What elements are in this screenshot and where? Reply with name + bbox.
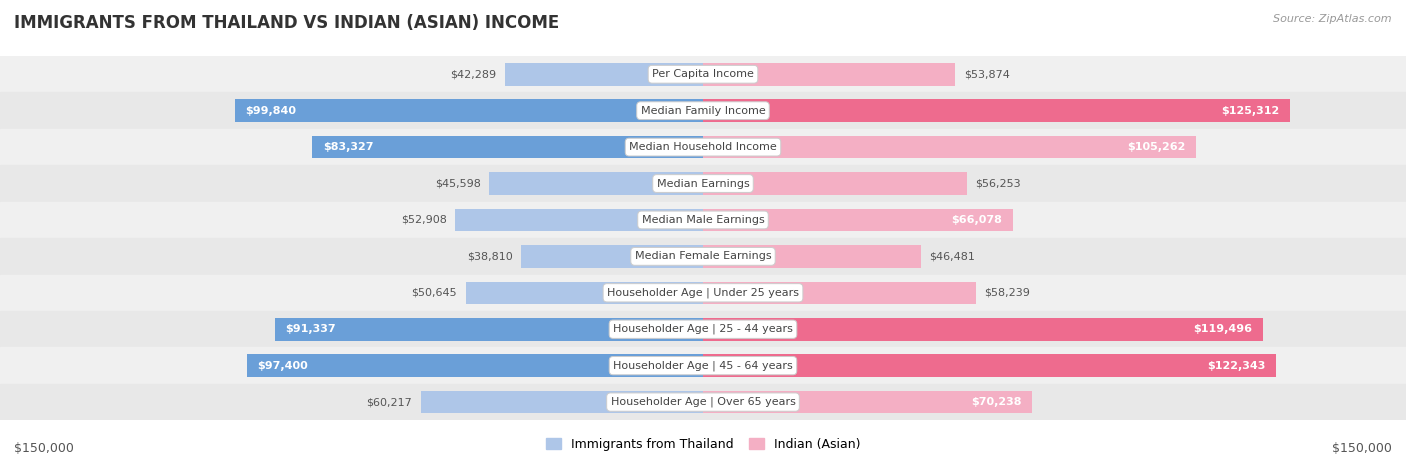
Bar	[703, 172, 967, 195]
Bar	[522, 245, 703, 268]
Bar	[0, 347, 1406, 384]
Text: Median Female Earnings: Median Female Earnings	[634, 251, 772, 262]
Text: $38,810: $38,810	[467, 251, 513, 262]
Text: Householder Age | 45 - 64 years: Householder Age | 45 - 64 years	[613, 361, 793, 371]
Text: Householder Age | 25 - 44 years: Householder Age | 25 - 44 years	[613, 324, 793, 334]
Bar	[489, 172, 703, 195]
Text: Householder Age | Over 65 years: Householder Age | Over 65 years	[610, 397, 796, 407]
Text: $105,262: $105,262	[1128, 142, 1185, 152]
Text: $56,253: $56,253	[976, 178, 1021, 189]
Text: $58,239: $58,239	[984, 288, 1031, 298]
Bar	[703, 136, 1197, 158]
Text: $42,289: $42,289	[450, 69, 496, 79]
Text: $45,598: $45,598	[434, 178, 481, 189]
Text: $46,481: $46,481	[929, 251, 976, 262]
Bar	[420, 391, 703, 413]
Bar	[0, 92, 1406, 129]
Bar	[246, 354, 703, 377]
Text: IMMIGRANTS FROM THAILAND VS INDIAN (ASIAN) INCOME: IMMIGRANTS FROM THAILAND VS INDIAN (ASIA…	[14, 14, 560, 32]
Text: $150,000: $150,000	[14, 442, 75, 455]
Legend: Immigrants from Thailand, Indian (Asian): Immigrants from Thailand, Indian (Asian)	[541, 433, 865, 456]
Bar	[703, 318, 1263, 340]
Bar	[703, 63, 956, 85]
Bar	[0, 238, 1406, 275]
Bar	[703, 245, 921, 268]
Text: $53,874: $53,874	[965, 69, 1010, 79]
Text: $122,343: $122,343	[1208, 361, 1265, 371]
Text: $50,645: $50,645	[412, 288, 457, 298]
Text: Per Capita Income: Per Capita Income	[652, 69, 754, 79]
Text: $125,312: $125,312	[1222, 106, 1279, 116]
Text: Source: ZipAtlas.com: Source: ZipAtlas.com	[1274, 14, 1392, 24]
Bar	[465, 282, 703, 304]
Text: Median Household Income: Median Household Income	[628, 142, 778, 152]
Text: $97,400: $97,400	[257, 361, 308, 371]
Bar	[0, 275, 1406, 311]
Text: $60,217: $60,217	[367, 397, 412, 407]
Bar	[235, 99, 703, 122]
Bar	[703, 391, 1032, 413]
Bar	[0, 56, 1406, 92]
Bar	[703, 99, 1291, 122]
Text: $91,337: $91,337	[285, 324, 336, 334]
Bar	[0, 384, 1406, 420]
Text: $52,908: $52,908	[401, 215, 447, 225]
Bar	[0, 129, 1406, 165]
Text: Median Family Income: Median Family Income	[641, 106, 765, 116]
Text: $119,496: $119,496	[1194, 324, 1253, 334]
Text: $150,000: $150,000	[1331, 442, 1392, 455]
Bar	[456, 209, 703, 231]
Text: Median Male Earnings: Median Male Earnings	[641, 215, 765, 225]
Bar	[703, 354, 1277, 377]
Bar	[703, 282, 976, 304]
Bar	[505, 63, 703, 85]
Bar	[703, 209, 1012, 231]
Text: $70,238: $70,238	[972, 397, 1022, 407]
Text: Householder Age | Under 25 years: Householder Age | Under 25 years	[607, 288, 799, 298]
Bar	[0, 311, 1406, 347]
Text: Median Earnings: Median Earnings	[657, 178, 749, 189]
Text: $99,840: $99,840	[246, 106, 297, 116]
Text: $66,078: $66,078	[952, 215, 1002, 225]
Bar	[276, 318, 703, 340]
Bar	[312, 136, 703, 158]
Text: $83,327: $83,327	[323, 142, 374, 152]
Bar	[0, 202, 1406, 238]
Bar	[0, 165, 1406, 202]
